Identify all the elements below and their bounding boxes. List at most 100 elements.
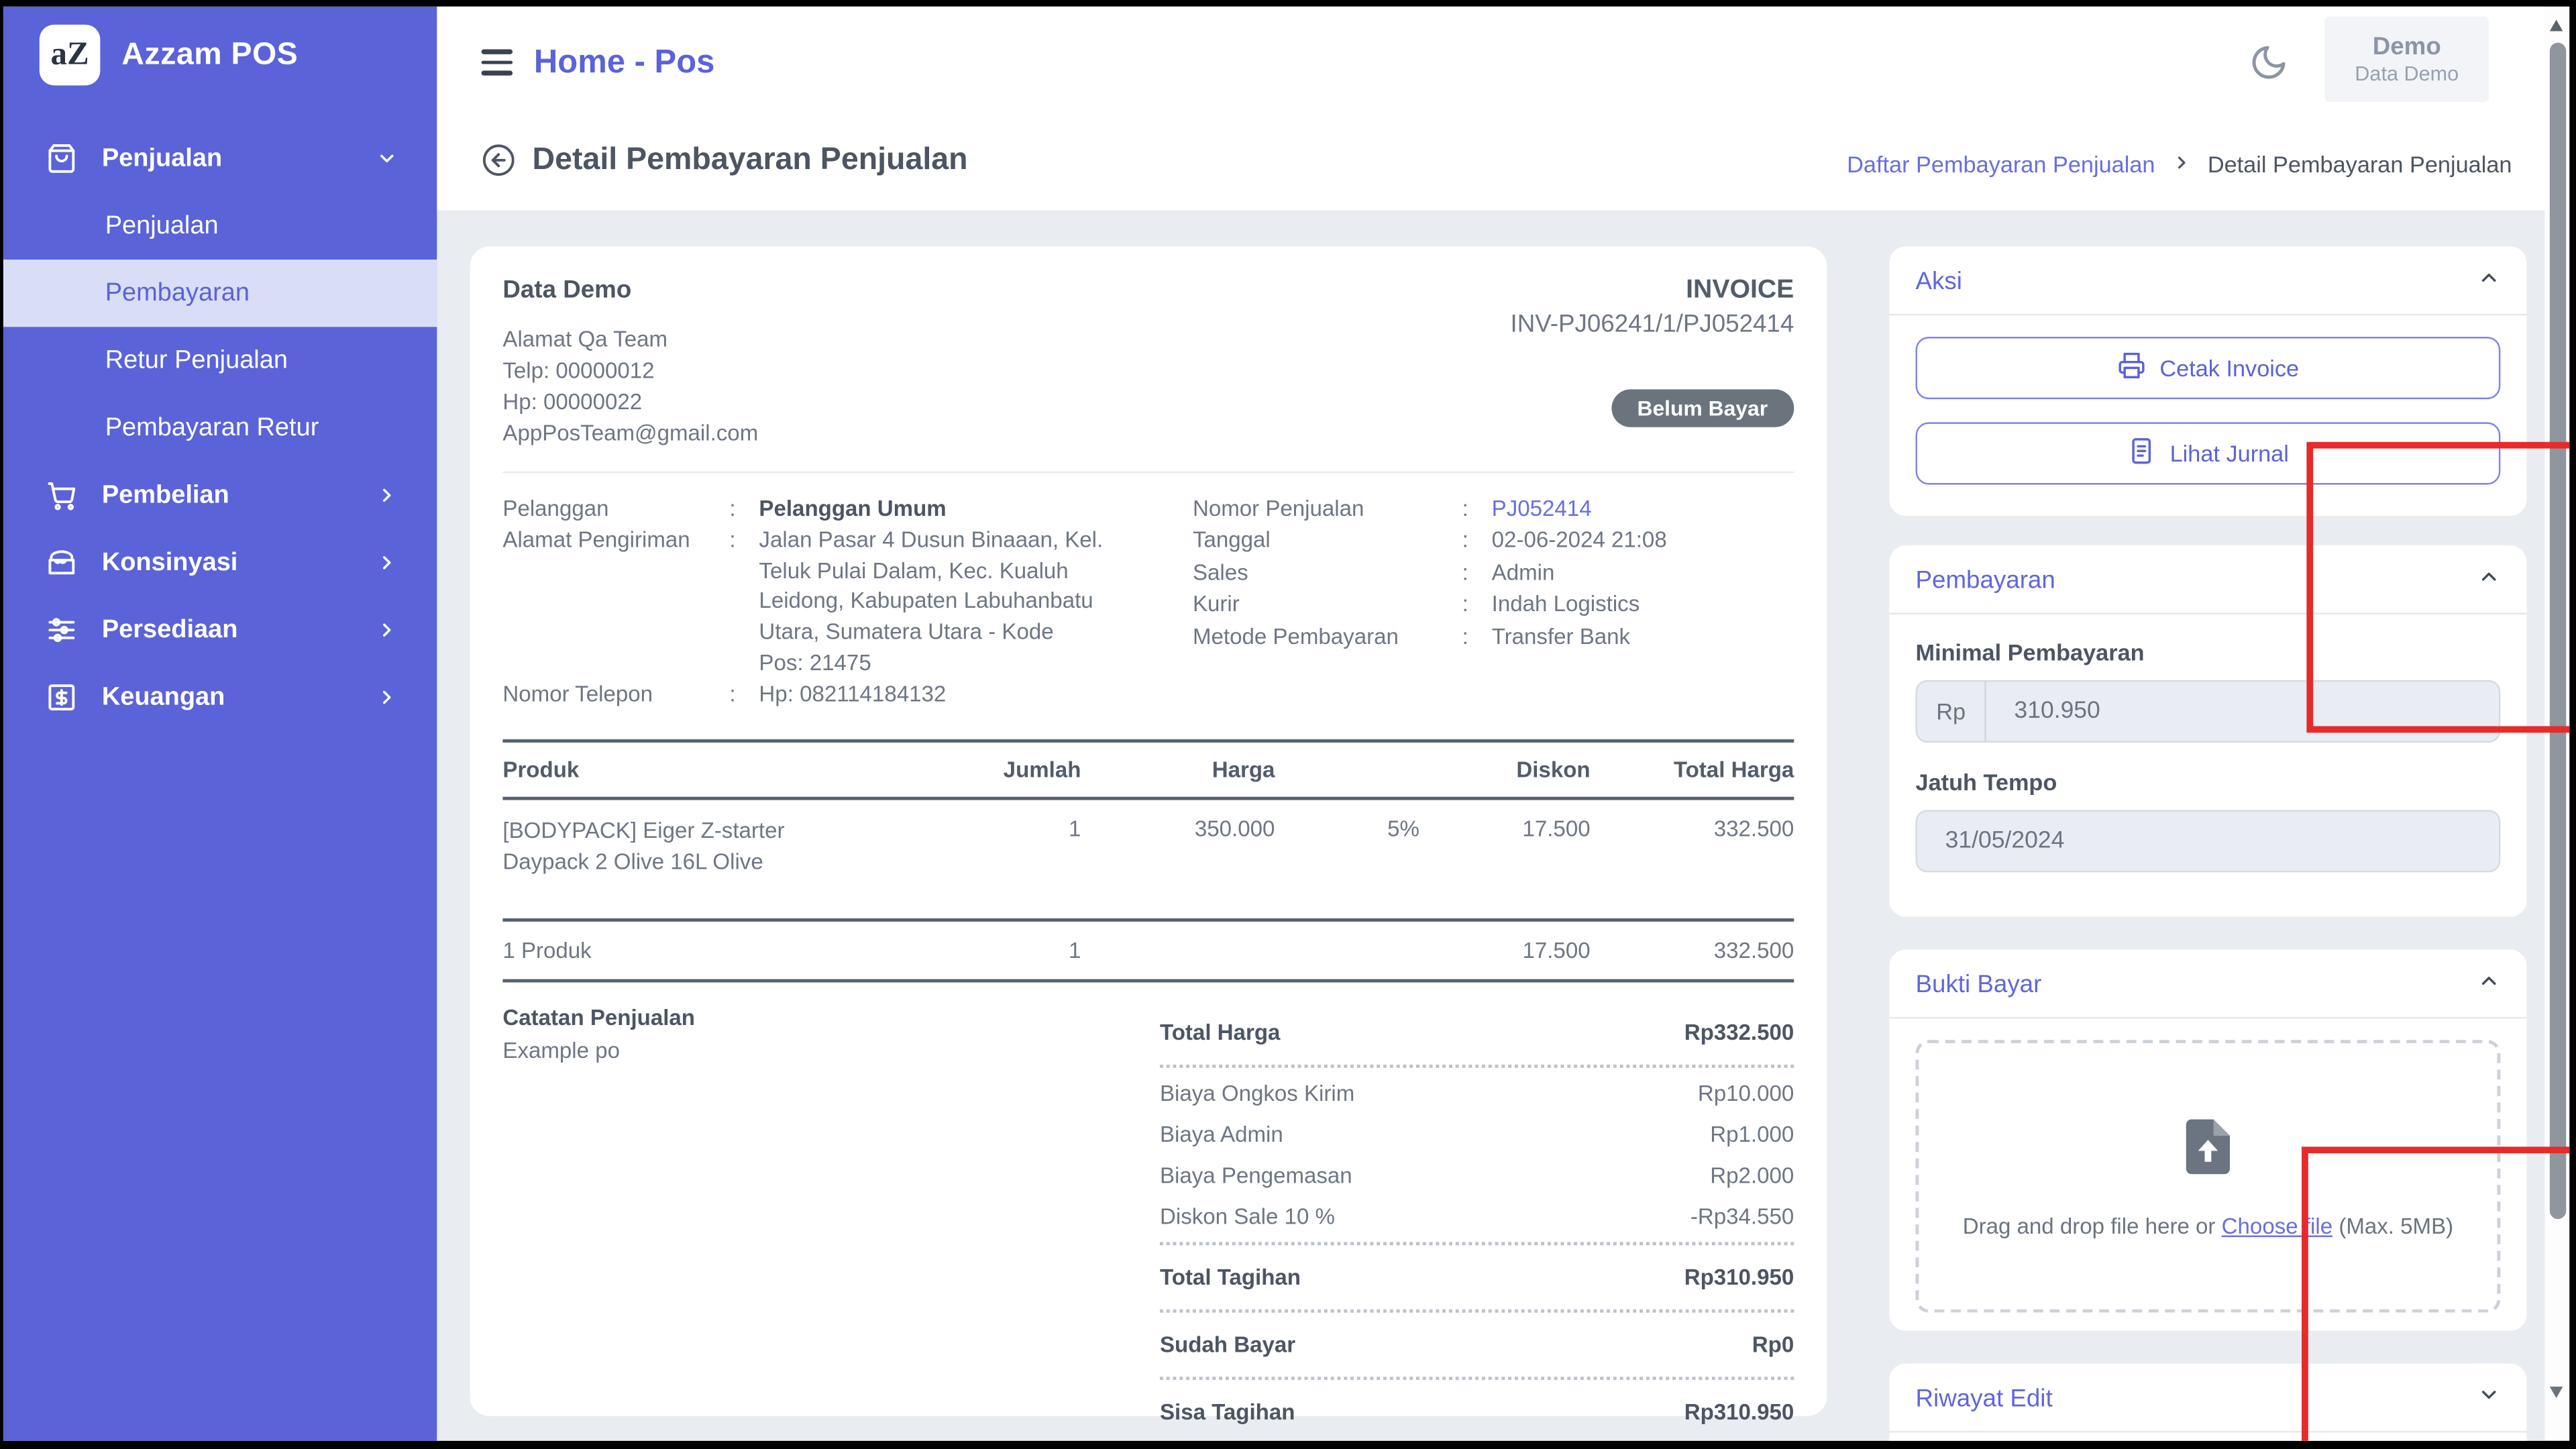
invoice-meta: INVOICE INV-PJ06241/1/PJ052414 Belum Bay…	[1511, 276, 1794, 449]
topbar-title[interactable]: Home - Pos	[533, 44, 715, 81]
summary-produk: 1 Produk	[502, 937, 592, 963]
sidebar-item-label: Pembelian	[101, 480, 229, 508]
app-window: aZ Azzam POS Penjualan Penjualan	[3, 6, 2570, 1441]
chevron-right-icon	[376, 552, 398, 574]
company-phone: Telp: 00000012	[502, 358, 655, 383]
user-menu[interactable]: Demo Data Demo	[2324, 16, 2489, 102]
invoice-number: INV-PJ06241/1/PJ052414	[1510, 310, 1794, 339]
notes-text: Example po	[502, 1038, 620, 1063]
notes-label: Catatan Penjualan	[502, 1005, 695, 1030]
table-summary-row: 1 Produk 1 17.500 332.500	[502, 921, 1794, 982]
total-value: Rp310.950	[1684, 1265, 1794, 1289]
column-header: Harga	[1212, 757, 1275, 782]
detail-label: Nomor Telepon	[502, 682, 653, 707]
table-header-row: Produk Jumlah Harga Diskon Total Harga	[502, 739, 1794, 800]
dark-mode-toggle-moon-icon[interactable]	[2249, 43, 2289, 83]
field-label: Jatuh Tempo	[1915, 769, 2057, 796]
pembayaran-panel: Pembayaran Minimal Pembayaran Rp 310.950	[1889, 545, 2527, 917]
sidebar-item-penjualan-sub[interactable]: Penjualan	[3, 193, 437, 260]
sidebar-item-penjualan[interactable]: Penjualan	[3, 125, 437, 192]
sidebar-item-pembelian[interactable]: Pembelian	[3, 462, 437, 529]
sidebar-item-retur-penjualan[interactable]: Retur Penjualan	[3, 327, 437, 394]
breadcrumb-link[interactable]: Daftar Pembayaran Penjualan	[1847, 151, 2155, 178]
column-header: Produk	[502, 757, 580, 782]
panel-title: Pembayaran	[1915, 566, 2055, 595]
sisa-tagihan-row: Sisa Tagihan Rp310.950	[1160, 1385, 1794, 1439]
hamburger-menu-icon[interactable]	[481, 49, 513, 76]
column-header: Diskon	[1516, 757, 1591, 782]
cell-jumlah: 1	[1069, 816, 1081, 841]
sidebar-item-pembayaran-retur[interactable]: Pembayaran Retur	[3, 394, 437, 462]
scrollbar-up-arrow[interactable]	[2550, 19, 2563, 32]
view-journal-button[interactable]: Lihat Jurnal	[1915, 422, 2501, 485]
chevron-right-icon	[376, 484, 398, 506]
panel-title: Riwayat Edit	[1915, 1385, 2053, 1413]
summary-jumlah: 1	[1069, 937, 1081, 963]
pembayaran-panel-header[interactable]: Pembayaran	[1889, 545, 2527, 614]
fee-value: -Rp34.550	[1690, 1203, 1794, 1229]
choose-file-link[interactable]: Choose file	[2221, 1214, 2333, 1239]
print-invoice-button[interactable]: Cetak Invoice	[1915, 337, 2501, 400]
chevron-right-icon	[376, 619, 398, 641]
fee-label: Biaya Admin	[1159, 1121, 1283, 1146]
bukti-bayar-panel: Bukti Bayar Drag and drop file here or	[1889, 949, 2527, 1331]
drop-suffix: (Max. 5MB)	[2339, 1214, 2454, 1239]
minimal-pembayaran-value: 310.950	[2014, 698, 2100, 725]
minimal-pembayaran-input[interactable]: Rp 310.950	[1915, 680, 2501, 743]
fee-row: Biaya Ongkos Kirim Rp10.000	[1160, 1072, 1794, 1113]
total-value: Rp0	[1752, 1332, 1794, 1357]
scrollbar-down-arrow[interactable]	[2550, 1386, 2563, 1399]
colon: :	[1462, 624, 1468, 649]
brand: aZ Azzam POS	[3, 7, 437, 103]
divider	[502, 470, 1794, 473]
jatuh-tempo-input[interactable]: 31/05/2024	[1915, 810, 2501, 873]
scrollbar-thumb[interactable]	[2548, 42, 2566, 1220]
column-header	[1275, 743, 1419, 797]
detail-label: Kurir	[1192, 592, 1240, 617]
content-area: Data Demo Alamat Qa Team Telp: 00000012 …	[437, 210, 2570, 1441]
aksi-panel-header[interactable]: Aksi	[1889, 246, 2527, 316]
cell-total: 332.500	[1713, 816, 1794, 841]
invoice-header: Data Demo Alamat Qa Team Telp: 00000012 …	[502, 276, 1794, 449]
sidebar-item-label: Penjualan	[105, 211, 219, 239]
detail-label: Pelanggan	[502, 495, 609, 521]
detail-label: Tanggal	[1192, 527, 1271, 553]
total-value: Rp332.500	[1684, 1020, 1794, 1044]
company-address: Alamat Qa Team	[502, 327, 668, 352]
colon: :	[1462, 495, 1468, 521]
sidebar-item-persediaan[interactable]: Persediaan	[3, 596, 437, 663]
sales-number-link[interactable]: PJ052414	[1491, 495, 1592, 521]
panel-title: Aksi	[1915, 268, 1962, 296]
page-title: Detail Pembayaran Penjualan	[532, 143, 968, 178]
chevron-up-icon[interactable]	[2477, 969, 2500, 1001]
total-label: Sudah Bayar	[1159, 1332, 1296, 1357]
fee-value: Rp1.000	[1710, 1121, 1794, 1146]
app-logo: aZ	[39, 24, 101, 86]
detail-value: Admin	[1491, 559, 1555, 585]
bukti-bayar-panel-header[interactable]: Bukti Bayar	[1889, 950, 2527, 1019]
column-header: Jumlah	[1003, 757, 1081, 782]
user-subtitle: Data Demo	[2355, 62, 2459, 87]
file-drop-zone[interactable]: Drag and drop file here or Choose file (…	[1915, 1040, 2501, 1313]
aksi-panel: Aksi Cetak Invoice	[1889, 246, 2527, 516]
chevron-up-icon[interactable]	[2477, 565, 2500, 596]
dotted-divider	[1159, 1309, 1794, 1313]
sidebar-item-pembayaran[interactable]: Pembayaran	[3, 259, 437, 327]
sidebar-item-keuangan[interactable]: Keuangan	[3, 663, 437, 731]
fee-row: Biaya Pengemasan Rp2.000	[1160, 1155, 1794, 1195]
invoice-card: Data Demo Alamat Qa Team Telp: 00000012 …	[470, 246, 1827, 1424]
dotted-divider	[1159, 1241, 1794, 1245]
riwayat-edit-panel-header[interactable]: Riwayat Edit	[1889, 1364, 2527, 1433]
vertical-scrollbar[interactable]	[2544, 6, 2570, 1441]
sidebar-item-konsinyasi[interactable]: Konsinyasi	[3, 529, 437, 596]
chevron-down-icon[interactable]	[2477, 1383, 2500, 1415]
main-area: Home - Pos Demo Data Demo Detail Pembaya…	[437, 6, 2570, 1441]
chevron-up-icon[interactable]	[2477, 266, 2500, 298]
detail-label: Alamat Pengiriman	[502, 527, 690, 553]
fee-label: Diskon Sale 10 %	[1159, 1203, 1335, 1229]
sidebar-item-label: Penjualan	[101, 144, 223, 172]
sidebar-item-label: Keuangan	[101, 682, 225, 711]
product-table: Produk Jumlah Harga Diskon Total Harga […	[502, 739, 1794, 982]
back-arrow-icon[interactable]	[482, 143, 516, 177]
